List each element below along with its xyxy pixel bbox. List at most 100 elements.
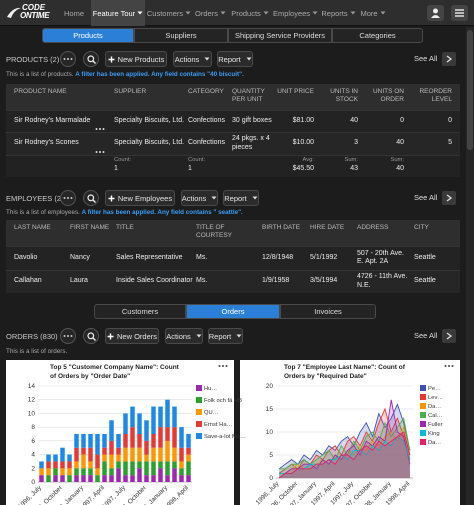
bar-segment bbox=[179, 427, 184, 448]
tab[interactable]: Shipping Service Providers bbox=[228, 28, 332, 43]
actions-button[interactable]: Actions bbox=[181, 190, 218, 206]
column-header[interactable]: REORDER LEVEL bbox=[419, 88, 452, 103]
tab[interactable]: Invoices bbox=[280, 304, 376, 319]
column-header[interactable]: LAST NAME bbox=[14, 224, 51, 231]
footer-label: Count: bbox=[188, 157, 206, 163]
table-cell: Laura bbox=[70, 277, 88, 285]
tab[interactable]: Orders bbox=[186, 304, 280, 319]
bar-segment bbox=[53, 475, 58, 482]
bar-segment bbox=[186, 475, 191, 482]
tab[interactable]: Customers bbox=[94, 304, 186, 319]
nav-item[interactable]: Products bbox=[229, 0, 271, 26]
table-row[interactable] bbox=[6, 110, 460, 132]
table-row[interactable] bbox=[6, 132, 460, 155]
see-all-link[interactable]: See All bbox=[414, 331, 438, 340]
table-row[interactable] bbox=[6, 270, 460, 293]
column-header[interactable]: BIRTH DATE bbox=[262, 224, 301, 231]
new-button[interactable]: New Orders bbox=[105, 328, 159, 344]
legend-swatch bbox=[420, 385, 426, 391]
bar-segment bbox=[46, 454, 51, 462]
column-header[interactable]: ADDRESS bbox=[357, 224, 389, 231]
info-line: This is a list of products. A filter has… bbox=[6, 71, 244, 78]
bar-segment bbox=[88, 447, 93, 462]
row-menu[interactable] bbox=[95, 118, 105, 130]
nav-item[interactable]: Reports bbox=[320, 0, 357, 26]
legend-label: QU… bbox=[204, 410, 219, 416]
tab[interactable]: Products bbox=[42, 28, 134, 43]
bar-segment bbox=[144, 475, 149, 482]
bar-segment bbox=[123, 434, 128, 448]
chevron bbox=[446, 332, 452, 340]
column-header[interactable]: SUPPLIER bbox=[114, 88, 147, 95]
table-cell: 4726 - 11th Ave. N.E. bbox=[357, 273, 408, 289]
user-head bbox=[433, 8, 438, 14]
column-header[interactable]: UNIT PRICE bbox=[277, 88, 314, 95]
lens bbox=[86, 331, 94, 339]
actions-button[interactable]: Actions bbox=[173, 51, 212, 67]
column-header[interactable]: PRODUCT NAME bbox=[14, 88, 67, 95]
search-button[interactable] bbox=[83, 190, 99, 206]
area bbox=[279, 399, 410, 478]
dot bbox=[102, 128, 105, 130]
footer-value: 1 bbox=[114, 165, 118, 172]
y-tick-label: 20 bbox=[266, 383, 274, 390]
report-button[interactable]: Report bbox=[223, 190, 259, 206]
dot bbox=[70, 58, 73, 60]
column-header[interactable]: CATEGORY bbox=[188, 88, 224, 95]
column-header[interactable]: QUANTITY PER UNIT bbox=[232, 88, 265, 103]
bar-segment bbox=[53, 454, 58, 462]
tab[interactable]: Suppliers bbox=[134, 28, 228, 43]
bar-segment bbox=[116, 434, 121, 448]
column-header[interactable]: TITLE bbox=[116, 224, 134, 231]
top-nav bbox=[0, 0, 474, 26]
bar-segment bbox=[165, 440, 170, 462]
new-button[interactable]: New Products bbox=[105, 51, 167, 67]
table-row[interactable] bbox=[6, 246, 460, 270]
see-all-link[interactable]: See All bbox=[414, 193, 438, 202]
icon bbox=[63, 197, 73, 199]
nav-item[interactable]: Employees bbox=[272, 0, 319, 26]
expand-button[interactable] bbox=[442, 329, 456, 343]
more-button[interactable] bbox=[60, 190, 76, 206]
more-button[interactable] bbox=[60, 328, 76, 344]
column-header[interactable]: UNITS IN STOCK bbox=[330, 88, 358, 103]
bar-segment bbox=[179, 461, 184, 469]
scroll-thumb[interactable] bbox=[467, 30, 473, 150]
row-menu[interactable] bbox=[95, 141, 105, 153]
y-tick-label: 15 bbox=[266, 406, 274, 413]
column-header[interactable]: FIRST NAME bbox=[70, 224, 110, 231]
bar-segment bbox=[67, 454, 72, 462]
bar-segment bbox=[165, 475, 170, 482]
see-all-link[interactable]: See All bbox=[414, 54, 438, 63]
search-button[interactable] bbox=[83, 51, 99, 67]
expand-button[interactable] bbox=[442, 191, 456, 205]
handle bbox=[91, 336, 96, 341]
actions-button[interactable]: Actions bbox=[165, 328, 203, 344]
column-header[interactable]: UNITS ON ORDER bbox=[372, 88, 404, 103]
table-cell: Seattle bbox=[414, 253, 436, 261]
tab[interactable]: Categories bbox=[332, 28, 423, 43]
column-header[interactable]: CITY bbox=[414, 224, 429, 231]
bar-segment bbox=[74, 461, 79, 469]
nav-item[interactable]: More bbox=[358, 0, 388, 26]
menu-button[interactable] bbox=[451, 5, 468, 21]
new-button[interactable]: New Employees bbox=[105, 190, 175, 206]
search-button[interactable] bbox=[83, 328, 99, 344]
expand-button[interactable] bbox=[442, 52, 456, 66]
column-header[interactable]: HIRE DATE bbox=[310, 224, 345, 231]
chevron bbox=[446, 55, 452, 63]
column-header[interactable]: TITLE OF COURTESY bbox=[196, 224, 232, 239]
report-button[interactable]: Report bbox=[208, 328, 243, 344]
nav-item[interactable]: Feature Tour bbox=[91, 0, 145, 26]
nav-item[interactable]: Home bbox=[60, 0, 88, 26]
nav-item[interactable]: Customers bbox=[146, 0, 192, 26]
logo[interactable]: CODE ONTIME bbox=[6, 3, 58, 23]
table-cell: $81.00 bbox=[292, 116, 314, 124]
dot bbox=[218, 365, 221, 367]
nav-item[interactable]: Orders bbox=[193, 0, 228, 26]
legend-label: Save-a-lot Ma… bbox=[204, 434, 246, 440]
more-button[interactable] bbox=[60, 51, 76, 67]
bar-segment bbox=[165, 461, 170, 476]
user-button[interactable] bbox=[427, 5, 444, 21]
report-button[interactable]: Report bbox=[217, 51, 253, 67]
